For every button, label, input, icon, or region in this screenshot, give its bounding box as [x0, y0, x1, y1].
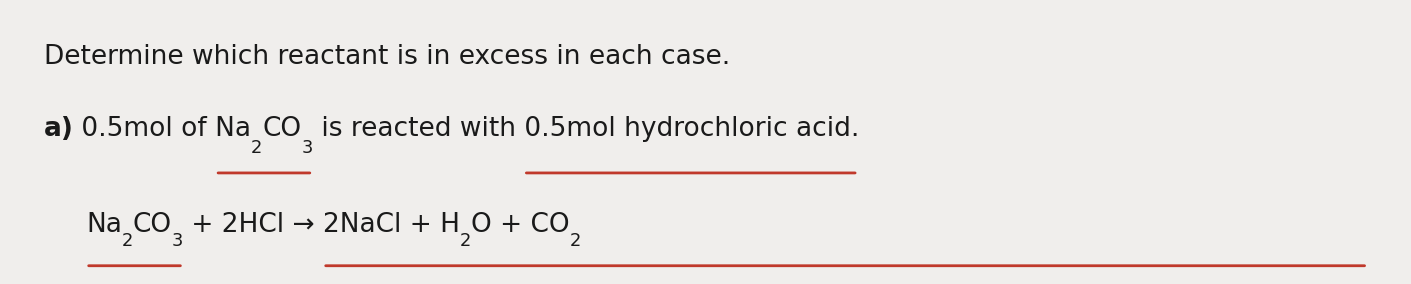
Text: + 2HCl → 2NaCl + H: + 2HCl → 2NaCl + H	[183, 212, 460, 238]
Text: CO: CO	[262, 116, 302, 142]
Text: 2: 2	[121, 232, 133, 250]
Text: O + CO: O + CO	[471, 212, 570, 238]
Text: 3: 3	[302, 139, 313, 157]
Text: 0.5mol of Na: 0.5mol of Na	[73, 116, 251, 142]
Text: 2: 2	[569, 232, 580, 250]
Text: 2: 2	[251, 139, 262, 157]
Text: a): a)	[44, 116, 73, 142]
Text: Na: Na	[86, 212, 121, 238]
Text: is reacted with 0.5mol hydrochloric acid.: is reacted with 0.5mol hydrochloric acid…	[313, 116, 859, 142]
Text: Determine which reactant is in excess in each case.: Determine which reactant is in excess in…	[44, 43, 729, 70]
Text: 2: 2	[460, 232, 471, 250]
Text: 3: 3	[172, 232, 183, 250]
Text: CO: CO	[133, 212, 172, 238]
